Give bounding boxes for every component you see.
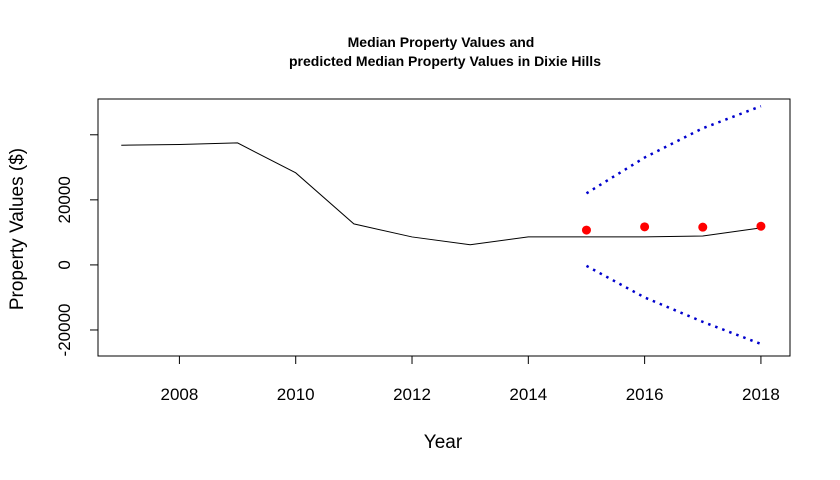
y-axis-label: Property Values ($) [7, 148, 28, 310]
chart-title-line2: predicted Median Property Values in Dixi… [289, 53, 601, 69]
x-tick-label: 2018 [742, 385, 780, 404]
x-tick-label: 2012 [393, 385, 431, 404]
x-axis-label: Year [424, 432, 463, 453]
prediction-interval-line [585, 264, 762, 346]
historical-value-line [121, 142, 761, 246]
y-tick-label: 20000 [55, 176, 74, 223]
x-tick-label: 2014 [509, 385, 547, 404]
predicted-value-point [581, 225, 591, 235]
predicted-value-point [640, 222, 650, 232]
chart-title-line1: Median Property Values and [348, 34, 535, 50]
plot-frame [97, 98, 791, 357]
y-axis: -20000 0 20000 [55, 134, 98, 357]
x-tick-label: 2008 [160, 385, 198, 404]
plot-series [121, 104, 766, 346]
prediction-interval-line [585, 104, 762, 195]
x-tick-label: 2016 [626, 385, 664, 404]
x-axis: 2008 2010 2012 2014 2016 2018 [160, 356, 780, 404]
predicted-value-point [698, 222, 708, 232]
y-tick-label: 0 [55, 260, 74, 269]
x-tick-label: 2010 [277, 385, 315, 404]
predicted-value-point [756, 221, 766, 231]
y-tick-label: -20000 [55, 304, 74, 357]
